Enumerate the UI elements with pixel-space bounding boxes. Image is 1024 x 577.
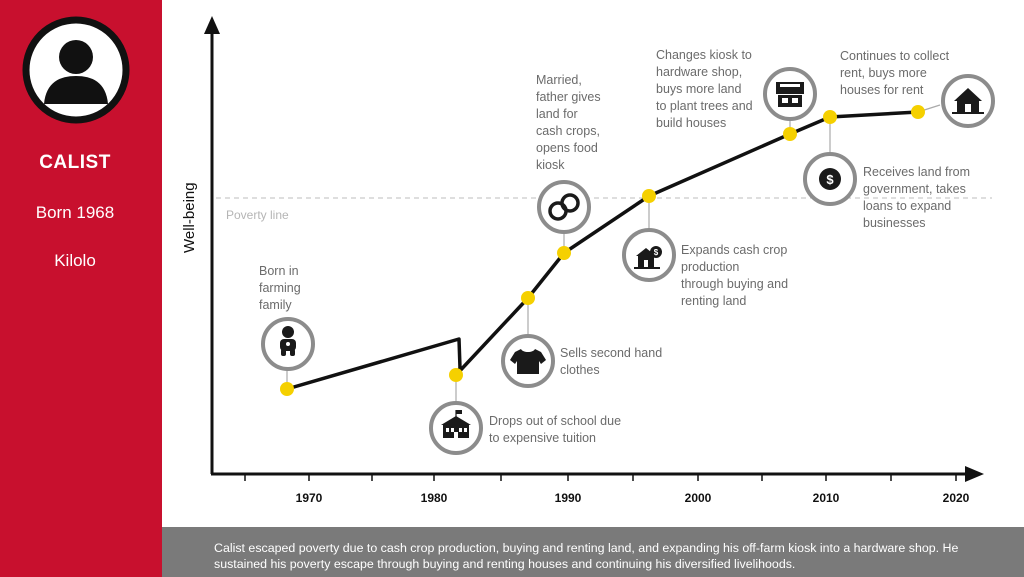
annotation-born: Born in farming family [259,264,304,312]
annotations: Born in farming family Drops out of scho… [259,48,973,445]
dollar-icon: $ [819,168,841,190]
summary-footer: Calist escaped poverty due to cash crop … [162,527,1024,577]
annotation-clothes-line: Sells second hand [560,346,662,360]
tick-label-1980: 1980 [421,491,448,505]
annotation-hardware-line: Changes kiosk to [656,48,752,62]
annotation-married-line: opens food [536,141,598,155]
annotation-loans-line: government, takes [863,182,966,196]
annotation-dropout-line: Drops out of school due [489,414,621,428]
annotation-expands-line: production [681,260,739,274]
house-icon [952,88,984,114]
annotation-married-line: land for [536,107,578,121]
annotation-expands-line: Expands cash crop [681,243,787,257]
annotation-rent-line: rent, buys more [840,66,927,80]
annotation-hardware: Changes kiosk to hardware shop, buys mor… [656,48,756,130]
wellbeing-line [286,110,919,391]
annotation-loans-line: Receives land from [863,165,970,179]
annotation-rent-line: Continues to collect [840,49,950,63]
avatar-icon [22,16,130,124]
y-axis-label: Well-being [181,182,198,253]
annotation-married-line: cash crops, [536,124,600,138]
annotation-married-line: Married, [536,73,582,87]
annotation-dropout: Drops out of school due to expensive tui… [489,414,625,445]
shop-icon [776,82,804,107]
annotation-clothes: Sells second hand clothes [560,346,666,377]
annotation-rent: Continues to collect rent, buys more hou… [840,49,953,97]
annotation-hardware-line: buys more land [656,82,742,96]
icon-rings [261,67,995,455]
summary-text: Calist escaped poverty due to cash crop … [214,541,959,571]
x-axis-ticks [244,474,957,481]
marker-hardware [783,127,797,141]
marker-expands [642,189,656,203]
annotation-rent-line: houses for rent [840,83,924,97]
annotation-expands-line: renting land [681,294,746,308]
tick-label-1990: 1990 [555,491,582,505]
tick-label-2000: 2000 [685,491,712,505]
x-axis-tick-labels: 1970 1980 1990 2000 2010 2020 [296,491,970,505]
annotation-married: Married, father gives land for cash crop… [536,73,604,172]
annotation-born-line: farming [259,281,301,295]
annotation-hardware-line: build houses [656,116,726,130]
svg-text:$: $ [826,172,834,187]
shirt-icon [510,349,546,374]
annotation-loans-line: businesses [863,216,926,230]
annotation-born-line: Born in [259,264,299,278]
marker-married [557,246,571,260]
x-axis-arrow [965,466,984,482]
person-birth-year: Born 1968 [35,203,115,222]
marker-clothes [521,291,535,305]
wellbeing-timeline-chart: Poverty line Well-being 1970 1980 1990 2… [181,16,995,505]
annotation-loans: Receives land from government, takes loa… [863,165,973,230]
sidebar: CALIST Born 1968 Kilolo [0,0,162,577]
poverty-line-label: Poverty line [226,208,289,222]
annotation-married-line: father gives [536,90,601,104]
annotation-hardware-line: to plant trees and [656,99,753,113]
annotation-loans-line: loans to expand [863,199,951,213]
event-markers [280,105,925,396]
annotation-dropout-line: to expensive tuition [489,431,596,445]
marker-born [280,382,294,396]
annotation-expands: Expands cash crop production through buy… [681,243,792,308]
tick-label-1970: 1970 [296,491,323,505]
annotation-married-line: kiosk [536,158,565,172]
marker-dropout [449,368,463,382]
rings-icon [548,193,580,221]
school-icon [441,410,471,438]
baby-icon [280,326,296,356]
marker-rent [911,105,925,119]
farm-money-icon: $ [634,246,662,269]
tick-label-2010: 2010 [813,491,840,505]
svg-text:$: $ [654,248,659,257]
annotation-expands-line: through buying and [681,277,788,291]
y-axis-arrow [204,16,220,34]
annotation-hardware-line: hardware shop, [656,65,742,79]
person-name: CALIST [39,152,111,173]
annotation-born-line: family [259,298,292,312]
tick-label-2020: 2020 [943,491,970,505]
marker-loans [823,110,837,124]
person-location: Kilolo [54,251,96,270]
annotation-clothes-line: clothes [560,363,600,377]
